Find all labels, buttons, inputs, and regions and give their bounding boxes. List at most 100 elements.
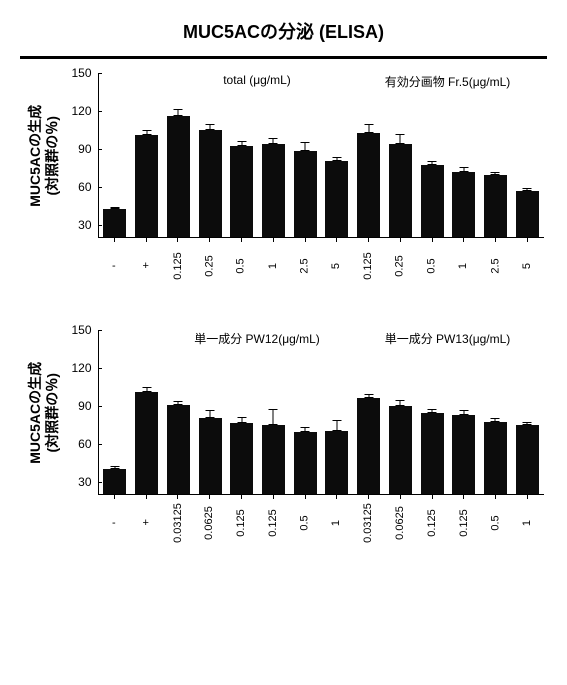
x-tick-label: 0.5 [290, 495, 319, 551]
x-tick-label: 0.5 [417, 238, 446, 294]
bar [325, 161, 348, 237]
y-axis: 306090120150 [64, 73, 98, 238]
x-tick-label: 5 [513, 238, 542, 294]
x-tick-label: 0.25 [195, 238, 224, 294]
x-tick-label: 0.03125 [163, 495, 192, 551]
bar-slot [101, 209, 130, 237]
bar [103, 209, 126, 237]
bar-slot [449, 172, 478, 237]
error-bar [400, 400, 401, 406]
bar [452, 172, 475, 237]
x-tick-label: 1 [513, 495, 542, 551]
error-bar [432, 161, 433, 165]
x-tick-label: 0.5 [227, 238, 256, 294]
bar [421, 413, 444, 494]
bar-slot [101, 469, 130, 494]
bar [389, 406, 412, 494]
group-label: 有効分画物 Fr.5(μg/mL) [385, 73, 511, 90]
bar-slot [418, 165, 447, 237]
bar [325, 431, 348, 494]
bar-slot [132, 392, 161, 494]
bar-slot [259, 425, 288, 494]
bar [452, 415, 475, 494]
bar [484, 422, 507, 494]
bar [199, 418, 222, 494]
x-tick-label: - [100, 238, 129, 294]
bar-slot [291, 151, 320, 237]
error-bar [400, 134, 401, 144]
bar-slot [259, 144, 288, 237]
x-axis-labels: -+0.1250.250.512.550.1250.250.512.55 [98, 238, 544, 294]
group-label: 単一成分 PW12(μg/mL) [194, 330, 320, 347]
group-label: 単一成分 PW13(μg/mL) [385, 330, 511, 347]
bar-slot [323, 431, 352, 494]
x-tick-label: 5 [322, 238, 351, 294]
bar-slot [449, 415, 478, 494]
y-tick: 150 [64, 323, 98, 337]
chart-bottom: MUC5ACの生成(対照群の％)306090120150-+0.031250.0… [24, 330, 544, 569]
bar-slot [227, 423, 256, 494]
bar-slot [227, 146, 256, 237]
error-bar [241, 417, 242, 423]
group-labels: total (μg/mL)有効分画物 Fr.5(μg/mL) [98, 294, 544, 312]
x-tick-label: 1 [322, 495, 351, 551]
x-tick-label: 0.125 [449, 495, 478, 551]
bar [421, 165, 444, 237]
bar-slot [418, 413, 447, 494]
bar-slot [323, 161, 352, 237]
bar [135, 135, 158, 237]
y-title-line2: (対照群の％) [44, 116, 60, 195]
bar-slot [386, 144, 415, 237]
x-tick-label: 1 [258, 238, 287, 294]
group-labels: 単一成分 PW12(μg/mL)単一成分 PW13(μg/mL) [98, 551, 544, 569]
y-title-line1: MUC5ACの生成 [27, 362, 43, 464]
bar-slot [132, 135, 161, 237]
bar [135, 392, 158, 494]
x-tick-label: 0.0625 [195, 495, 224, 551]
bar-slot [164, 405, 193, 494]
error-bar [495, 418, 496, 422]
error-bar [146, 387, 147, 392]
error-bar [336, 420, 337, 430]
bar [516, 425, 539, 494]
y-title-line1: MUC5ACの生成 [27, 105, 43, 207]
group-label: total (μg/mL) [223, 73, 291, 87]
x-tick-label: + [131, 238, 160, 294]
x-tick-label: 0.0625 [386, 495, 415, 551]
y-tick: 30 [64, 218, 98, 232]
error-bar [178, 401, 179, 405]
y-axis-title: MUC5ACの生成(対照群の％) [24, 73, 64, 238]
bar [230, 146, 253, 237]
error-bar [336, 157, 337, 161]
error-bar [495, 172, 496, 175]
x-tick-label: 0.125 [417, 495, 446, 551]
error-bar [527, 188, 528, 192]
error-bar [114, 466, 115, 469]
bar [516, 191, 539, 237]
error-bar [432, 409, 433, 413]
bar [294, 151, 317, 237]
bar [262, 144, 285, 237]
x-tick-label: 0.25 [386, 238, 415, 294]
bar [484, 175, 507, 237]
bar-slot [481, 422, 510, 494]
error-bar [368, 124, 369, 133]
error-bar [273, 138, 274, 144]
error-bar [305, 427, 306, 432]
x-tick-label: 2.5 [290, 238, 319, 294]
error-bar [146, 130, 147, 135]
y-tick: 120 [64, 361, 98, 375]
error-bar [114, 207, 115, 210]
bar [103, 469, 126, 494]
x-tick-label: 0.03125 [354, 495, 383, 551]
bar-slot [481, 175, 510, 237]
bar [357, 398, 380, 494]
bar [199, 130, 222, 237]
y-tick: 60 [64, 437, 98, 451]
bar-slot [164, 116, 193, 237]
bar-slot [386, 406, 415, 494]
plot-area [98, 330, 544, 495]
error-bar [368, 394, 369, 398]
bar [167, 116, 190, 237]
error-bar [463, 410, 464, 415]
